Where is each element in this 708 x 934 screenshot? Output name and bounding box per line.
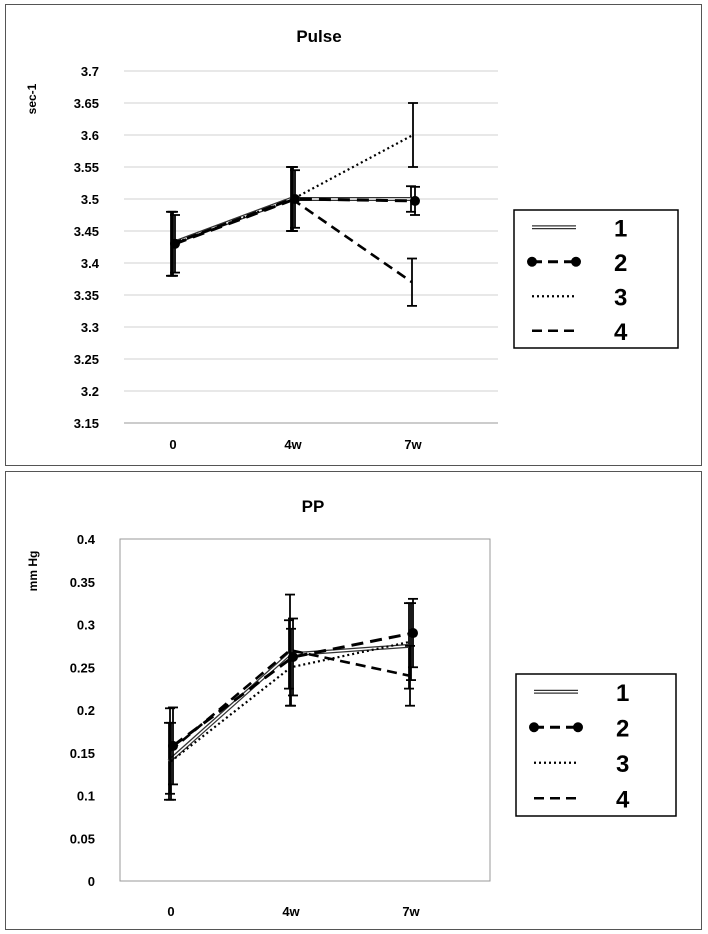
series-3 bbox=[166, 602, 416, 801]
legend-box bbox=[515, 673, 677, 817]
series-line-4 bbox=[171, 197, 413, 284]
legend-label: 3 bbox=[614, 284, 627, 311]
legend-box bbox=[513, 209, 679, 349]
series-1 bbox=[164, 602, 414, 801]
y-tick-label: 3.45 bbox=[74, 224, 99, 239]
y-tick-label: 0.15 bbox=[70, 746, 95, 761]
legend-label: 4 bbox=[616, 786, 630, 813]
legend-label: 2 bbox=[614, 250, 627, 277]
y-tick-label: 0.1 bbox=[77, 789, 95, 804]
chart-title: Pulse bbox=[296, 27, 341, 46]
y-tick-label: 0.2 bbox=[77, 703, 95, 718]
y-tick-label: 3.35 bbox=[74, 288, 99, 303]
legend-sample-2-marker-left bbox=[527, 256, 537, 267]
legend: 1 2 3 4 bbox=[513, 209, 679, 349]
y-tick-label: 0.3 bbox=[77, 618, 95, 633]
y-tick-label: 0.35 bbox=[70, 575, 95, 590]
legend-sample-2-marker-left bbox=[529, 722, 539, 733]
pulse-chart-panel: Pulse sec-1 3.15 3.2 3.25 3.3 3.35 3.4 3.45 3.5 3.… bbox=[5, 4, 702, 466]
y-tick-label: 0 bbox=[88, 874, 95, 889]
chart-title: PP bbox=[302, 497, 325, 516]
legend-sample-2-marker-right bbox=[571, 256, 581, 267]
pp-chart-panel: PP mm Hg 0 0.05 0.1 0.15 0.2 0.25 0.3 0.35 0.4 0 4w 7… bbox=[5, 471, 702, 930]
y-tick-label: 0.05 bbox=[70, 831, 95, 846]
x-tick-label: 4w bbox=[284, 437, 302, 452]
series-line-2 bbox=[174, 197, 416, 246]
legend-label: 4 bbox=[614, 319, 628, 346]
y-axis-label: sec-1 bbox=[25, 83, 39, 114]
y-tick-label: 0.25 bbox=[70, 660, 95, 675]
y-tick-label: 0.4 bbox=[77, 532, 96, 547]
pulse-chart: Pulse sec-1 3.15 3.2 3.25 3.3 3.35 3.4 3.45 3.5 3.… bbox=[25, 27, 679, 452]
y-tick-label: 3.4 bbox=[81, 256, 100, 271]
data-point bbox=[410, 195, 420, 206]
y-tick-label: 3.2 bbox=[81, 384, 99, 399]
x-tick-label: 4w bbox=[282, 904, 300, 919]
y-tick-label: 3.55 bbox=[74, 160, 99, 175]
x-tick-label: 0 bbox=[167, 904, 174, 919]
y-tick-label: 3.5 bbox=[81, 192, 99, 207]
y-tick-label: 3.3 bbox=[81, 320, 99, 335]
x-tick-label: 7w bbox=[402, 904, 420, 919]
series-2 bbox=[168, 597, 418, 786]
series-4 bbox=[167, 166, 417, 307]
legend: 1 2 3 4 bbox=[515, 673, 677, 817]
legend-label: 3 bbox=[616, 751, 629, 778]
legend-sample-2-marker-right bbox=[573, 722, 583, 733]
series-3 bbox=[168, 102, 418, 277]
series-line-3 bbox=[170, 640, 412, 763]
y-tick-label: 3.65 bbox=[74, 96, 99, 111]
y-axis-label: mm Hg bbox=[26, 551, 40, 592]
plot-area-border bbox=[119, 538, 491, 882]
legend-label: 1 bbox=[614, 215, 627, 242]
y-tick-label: 3.25 bbox=[74, 352, 99, 367]
legend-label: 1 bbox=[616, 680, 629, 707]
series-4 bbox=[165, 593, 415, 795]
x-tick-label: 7w bbox=[404, 437, 422, 452]
legend-label: 2 bbox=[616, 715, 629, 742]
series-line-4 bbox=[169, 648, 411, 753]
y-tick-label: 3.7 bbox=[81, 64, 99, 79]
pp-chart: PP mm Hg 0 0.05 0.1 0.15 0.2 0.25 0.3 0.35 0.4 0 4w 7… bbox=[26, 497, 677, 919]
x-tick-label: 0 bbox=[169, 437, 176, 452]
series-2 bbox=[170, 169, 420, 274]
y-tick-label: 3.6 bbox=[81, 128, 99, 143]
data-point bbox=[408, 628, 418, 639]
y-tick-label: 3.15 bbox=[74, 416, 99, 431]
